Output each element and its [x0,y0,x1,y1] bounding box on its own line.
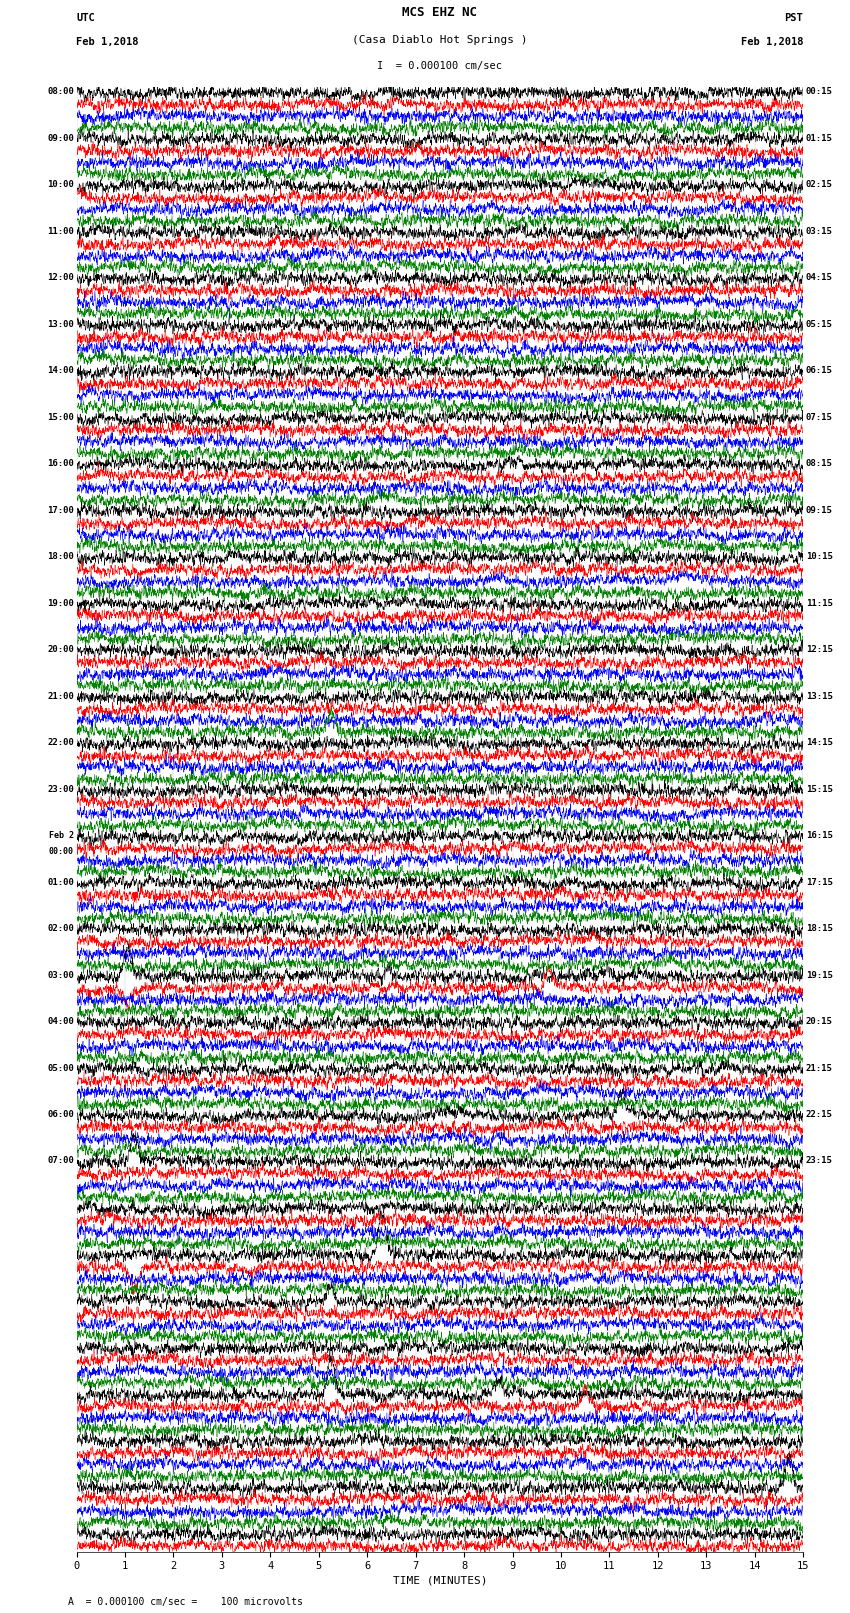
Text: 23:15: 23:15 [806,1157,833,1166]
Text: UTC: UTC [76,13,95,23]
Text: 04:15: 04:15 [806,273,833,282]
Text: 20:15: 20:15 [806,1018,833,1026]
Text: 09:00: 09:00 [47,134,74,142]
Text: 04:00: 04:00 [47,1018,74,1026]
Text: 08:00: 08:00 [47,87,74,97]
Text: 21:00: 21:00 [47,692,74,700]
Text: 12:00: 12:00 [47,273,74,282]
Text: 16:00: 16:00 [47,460,74,468]
Text: 20:00: 20:00 [47,645,74,653]
Text: 02:00: 02:00 [47,924,74,932]
Text: 08:15: 08:15 [806,460,833,468]
Text: 16:15: 16:15 [806,831,833,840]
Text: 06:15: 06:15 [806,366,833,376]
Text: 15:15: 15:15 [806,784,833,794]
Text: 01:15: 01:15 [806,134,833,142]
Text: 03:15: 03:15 [806,226,833,235]
Text: Feb 1,2018: Feb 1,2018 [76,37,139,47]
Text: 10:00: 10:00 [47,181,74,189]
Text: I  = 0.000100 cm/sec: I = 0.000100 cm/sec [377,61,502,71]
Text: 22:00: 22:00 [47,739,74,747]
Text: 00:15: 00:15 [806,87,833,97]
Text: 11:15: 11:15 [806,598,833,608]
Text: 05:15: 05:15 [806,319,833,329]
Text: 11:00: 11:00 [47,226,74,235]
Text: Feb 2: Feb 2 [49,831,74,840]
Text: MCS EHZ NC: MCS EHZ NC [402,6,478,19]
Text: 13:00: 13:00 [47,319,74,329]
Text: 14:15: 14:15 [806,739,833,747]
Text: 18:15: 18:15 [806,924,833,932]
Text: PST: PST [785,13,803,23]
Text: 15:00: 15:00 [47,413,74,421]
Text: 05:00: 05:00 [47,1063,74,1073]
Text: (Casa Diablo Hot Springs ): (Casa Diablo Hot Springs ) [352,35,528,45]
Text: 17:00: 17:00 [47,505,74,515]
Text: 21:15: 21:15 [806,1063,833,1073]
Text: A  = 0.000100 cm/sec =    100 microvolts: A = 0.000100 cm/sec = 100 microvolts [68,1597,303,1607]
Text: 09:15: 09:15 [806,505,833,515]
Text: 19:00: 19:00 [47,598,74,608]
Text: 07:00: 07:00 [47,1157,74,1166]
Text: 17:15: 17:15 [806,877,833,887]
X-axis label: TIME (MINUTES): TIME (MINUTES) [393,1576,487,1586]
Text: 10:15: 10:15 [806,552,833,561]
Text: 19:15: 19:15 [806,971,833,979]
Text: 01:00: 01:00 [47,877,74,887]
Text: 06:00: 06:00 [47,1110,74,1119]
Text: 23:00: 23:00 [47,784,74,794]
Text: Feb 1,2018: Feb 1,2018 [740,37,803,47]
Text: 07:15: 07:15 [806,413,833,421]
Text: 13:15: 13:15 [806,692,833,700]
Text: 18:00: 18:00 [47,552,74,561]
Text: 00:00: 00:00 [49,847,74,857]
Text: 03:00: 03:00 [47,971,74,979]
Text: 22:15: 22:15 [806,1110,833,1119]
Text: 14:00: 14:00 [47,366,74,376]
Text: 12:15: 12:15 [806,645,833,653]
Text: 02:15: 02:15 [806,181,833,189]
